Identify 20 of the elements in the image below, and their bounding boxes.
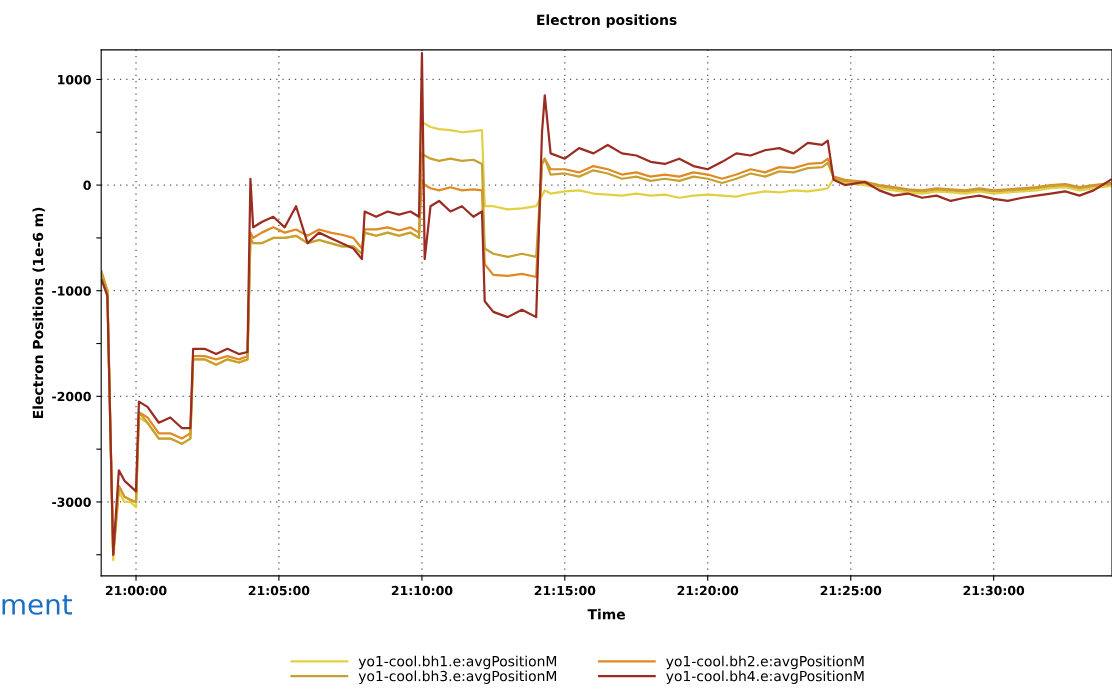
x-tick-label: 21:25:00 <box>820 585 882 596</box>
x-tick-label: 21:30:00 <box>963 585 1025 596</box>
y-tick-label: -1000 <box>52 286 91 296</box>
text: ment <box>2 594 72 615</box>
y-axis-title: Electron Positions (1e-6 m) <box>32 207 45 419</box>
x-tick-label: 21:15:00 <box>534 585 596 596</box>
x-axis-title: Time <box>587 608 625 620</box>
chart-title: Electron positions <box>537 14 677 28</box>
legend-label: yo1-cool.bh2.e:avgPositionM <box>666 655 864 670</box>
x-tick-label: 21:10:00 <box>391 585 453 596</box>
x-tick-label: 21:05:00 <box>248 585 310 596</box>
legend-label: yo1-cool.bh4.e:avgPositionM <box>666 670 864 684</box>
y-tick-label: -3000 <box>52 497 91 507</box>
y-tick-label: 1000 <box>58 74 91 85</box>
legend-label: yo1-cool.bh3.e:avgPositionM <box>358 670 557 684</box>
y-tick-label: 0 <box>83 180 91 191</box>
x-tick-label: 21:20:00 <box>677 585 739 596</box>
legend-label: yo1-cool.bh1.e:avgPositionM <box>358 655 557 670</box>
x-tick-label: 21:00:00 <box>105 585 167 596</box>
y-tick-label: -2000 <box>52 391 91 402</box>
